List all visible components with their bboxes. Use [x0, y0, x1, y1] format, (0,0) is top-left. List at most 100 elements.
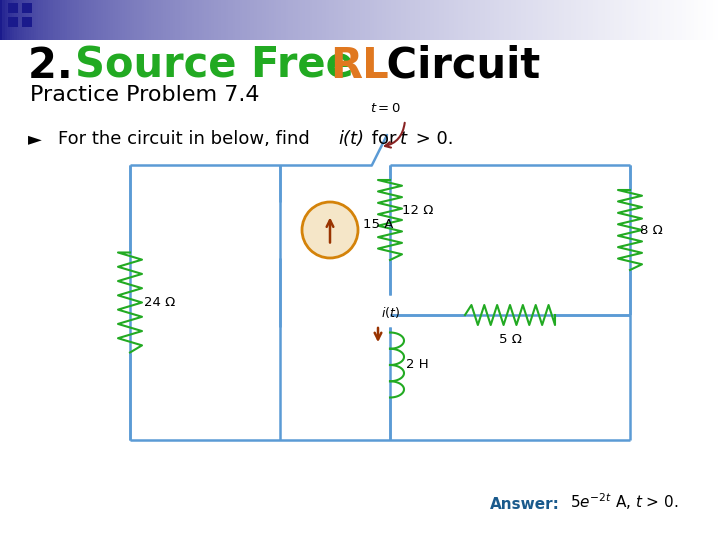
Bar — [5, 0, 7, 40]
Bar — [470, 0, 473, 40]
Bar — [595, 0, 598, 40]
Bar — [391, 0, 394, 40]
Bar — [17, 0, 19, 40]
Bar — [24, 0, 27, 40]
Bar — [689, 0, 691, 40]
Bar — [348, 0, 351, 40]
Bar — [367, 0, 369, 40]
Bar — [523, 0, 526, 40]
Bar — [574, 0, 576, 40]
Bar — [204, 0, 207, 40]
Text: For the circuit in below, find: For the circuit in below, find — [58, 130, 315, 148]
Bar — [120, 0, 122, 40]
Bar — [84, 0, 86, 40]
Bar — [679, 0, 682, 40]
Bar — [477, 0, 480, 40]
Bar — [593, 0, 595, 40]
Bar — [439, 0, 441, 40]
Bar — [701, 0, 703, 40]
Text: $i(t)$: $i(t)$ — [381, 305, 400, 320]
Bar — [480, 0, 482, 40]
Bar — [156, 0, 158, 40]
Bar — [235, 0, 238, 40]
Bar — [274, 0, 276, 40]
Bar — [22, 0, 24, 40]
Bar — [691, 0, 693, 40]
Bar — [324, 0, 326, 40]
Bar — [372, 0, 374, 40]
Bar — [175, 0, 178, 40]
Bar — [718, 0, 720, 40]
Bar — [264, 0, 266, 40]
Bar — [89, 0, 91, 40]
Bar — [192, 0, 194, 40]
Bar — [468, 0, 470, 40]
Bar — [245, 0, 247, 40]
Bar — [389, 0, 391, 40]
Bar — [684, 0, 686, 40]
Bar — [43, 0, 45, 40]
Bar — [713, 0, 715, 40]
Bar — [36, 0, 38, 40]
Bar — [9, 0, 12, 40]
Bar — [542, 0, 545, 40]
Bar — [14, 0, 17, 40]
Bar — [672, 0, 675, 40]
Bar — [29, 0, 31, 40]
Bar — [698, 0, 701, 40]
Circle shape — [302, 202, 358, 258]
Bar — [199, 0, 202, 40]
Bar — [549, 0, 552, 40]
Text: t: t — [400, 130, 407, 148]
Bar — [271, 0, 274, 40]
Text: 24 Ω: 24 Ω — [144, 296, 175, 309]
Bar — [526, 0, 528, 40]
Bar — [504, 0, 506, 40]
Bar — [276, 0, 279, 40]
Bar — [612, 0, 614, 40]
Bar — [77, 0, 79, 40]
Bar — [660, 0, 662, 40]
Bar — [369, 0, 372, 40]
Text: RL: RL — [330, 45, 389, 87]
Bar — [617, 0, 619, 40]
Bar — [374, 0, 377, 40]
Bar — [641, 0, 643, 40]
Bar — [283, 0, 286, 40]
Bar — [142, 0, 144, 40]
Bar — [153, 0, 156, 40]
Text: Source Free: Source Free — [75, 45, 369, 87]
Bar — [420, 0, 423, 40]
Bar — [254, 0, 257, 40]
Bar — [495, 0, 497, 40]
Text: $t=0$: $t=0$ — [369, 102, 400, 115]
Text: for: for — [366, 130, 402, 148]
Bar — [48, 0, 50, 40]
Bar — [531, 0, 533, 40]
Bar — [557, 0, 559, 40]
Bar — [45, 0, 48, 40]
Bar — [456, 0, 459, 40]
Bar — [351, 0, 353, 40]
Bar — [598, 0, 600, 40]
Bar — [377, 0, 379, 40]
Bar — [600, 0, 603, 40]
Bar — [163, 0, 166, 40]
Text: 2 H: 2 H — [406, 359, 428, 372]
Bar — [117, 0, 120, 40]
Bar — [346, 0, 348, 40]
Bar — [396, 0, 398, 40]
Bar — [362, 0, 365, 40]
Bar — [286, 0, 288, 40]
Bar — [696, 0, 698, 40]
Bar — [333, 0, 336, 40]
Bar — [497, 0, 499, 40]
Bar — [590, 0, 593, 40]
Bar — [65, 0, 67, 40]
Bar — [636, 0, 639, 40]
Bar — [490, 0, 492, 40]
Bar — [106, 0, 108, 40]
Bar — [168, 0, 171, 40]
Bar — [293, 0, 295, 40]
Bar — [0, 0, 2, 40]
